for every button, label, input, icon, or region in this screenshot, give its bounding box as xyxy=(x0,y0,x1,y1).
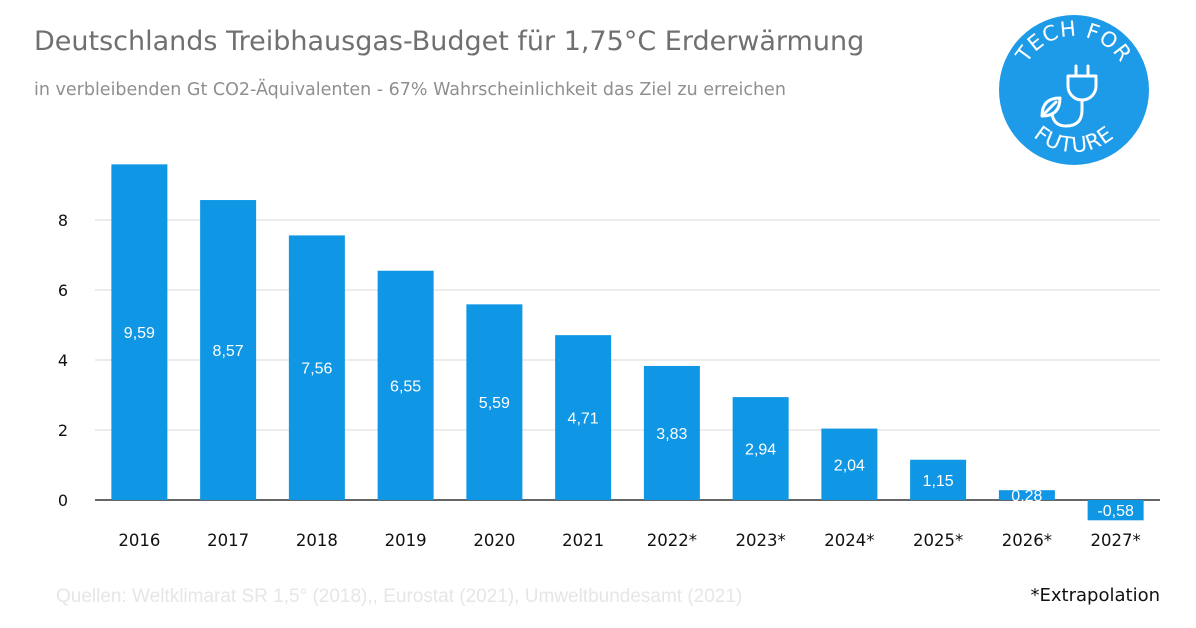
bar-value-label: 1,15 xyxy=(923,473,954,490)
bar xyxy=(111,164,168,500)
y-tick-label: 2 xyxy=(58,421,68,440)
x-axis-ticks: 2016 2017 2018 2019 2020 2021 2022* 2023* 2024* 2… xyxy=(118,531,1140,550)
bar-value-label: 3,83 xyxy=(656,426,687,443)
chart-title: Deutschlands Treibhausgas-Budget für 1,7… xyxy=(34,26,865,57)
bar xyxy=(998,490,1055,500)
grid-lines xyxy=(95,219,1160,501)
x-tick-label: 2027* xyxy=(1091,531,1141,550)
bar-value-label: 2,94 xyxy=(745,442,776,459)
x-tick-label: 2019 xyxy=(385,531,427,550)
bar-value-label: 6,55 xyxy=(390,378,421,395)
bar xyxy=(910,459,967,500)
x-tick-label: 2024* xyxy=(824,531,874,550)
bar-value-label: 4,71 xyxy=(568,411,599,428)
x-tick-label: 2018 xyxy=(296,531,338,550)
value-labels: 9,59 8,57 7,56 6,55 5,59 4,71 3,83 2,94 2,04 1,15… xyxy=(124,325,1134,520)
bar-value-label: 9,59 xyxy=(124,325,155,342)
x-tick-label: 2026* xyxy=(1002,531,1052,550)
y-tick-label: 6 xyxy=(58,281,68,300)
bars xyxy=(111,164,1144,521)
x-tick-label: 2021 xyxy=(562,531,604,550)
bar-value-label: -0,58 xyxy=(1097,503,1134,520)
bar-value-label: 5,59 xyxy=(479,395,510,412)
bar-value-label: 2,04 xyxy=(834,457,865,474)
bar-value-label: 0,28 xyxy=(1011,488,1042,505)
x-tick-label: 2025* xyxy=(913,531,963,550)
bar xyxy=(732,397,789,500)
bar xyxy=(200,200,257,501)
y-tick-label: 0 xyxy=(58,491,68,510)
bar xyxy=(555,335,612,500)
plug-leaf-icon xyxy=(1040,64,1098,128)
bar xyxy=(1087,500,1144,521)
chart-subtitle: in verbleibenden Gt CO2-Äquivalenten - 6… xyxy=(34,80,786,100)
x-tick-label: 2023* xyxy=(736,531,786,550)
x-tick-label: 2020 xyxy=(473,531,515,550)
x-tick-label: 2017 xyxy=(207,531,249,550)
source-note: Quellen: Weltklimarat SR 1,5° (2018),, E… xyxy=(56,586,743,607)
bar xyxy=(466,304,523,500)
bar xyxy=(288,235,345,500)
logo-circle xyxy=(999,15,1149,165)
x-tick-label: 2016 xyxy=(118,531,160,550)
x-tick-label: 2022* xyxy=(647,531,697,550)
tech-for-future-logo: TECH FOR FUTURE xyxy=(999,15,1149,165)
bar xyxy=(643,365,700,500)
bar xyxy=(377,270,434,500)
y-axis-ticks: 0 2 4 6 8 xyxy=(58,211,68,510)
extrapolation-note: *Extrapolation xyxy=(1030,585,1160,606)
y-tick-label: 8 xyxy=(58,211,68,230)
bar-value-label: 7,56 xyxy=(301,361,332,378)
bar-value-label: 8,57 xyxy=(213,343,244,360)
y-tick-label: 4 xyxy=(58,351,68,370)
bar xyxy=(821,428,878,500)
